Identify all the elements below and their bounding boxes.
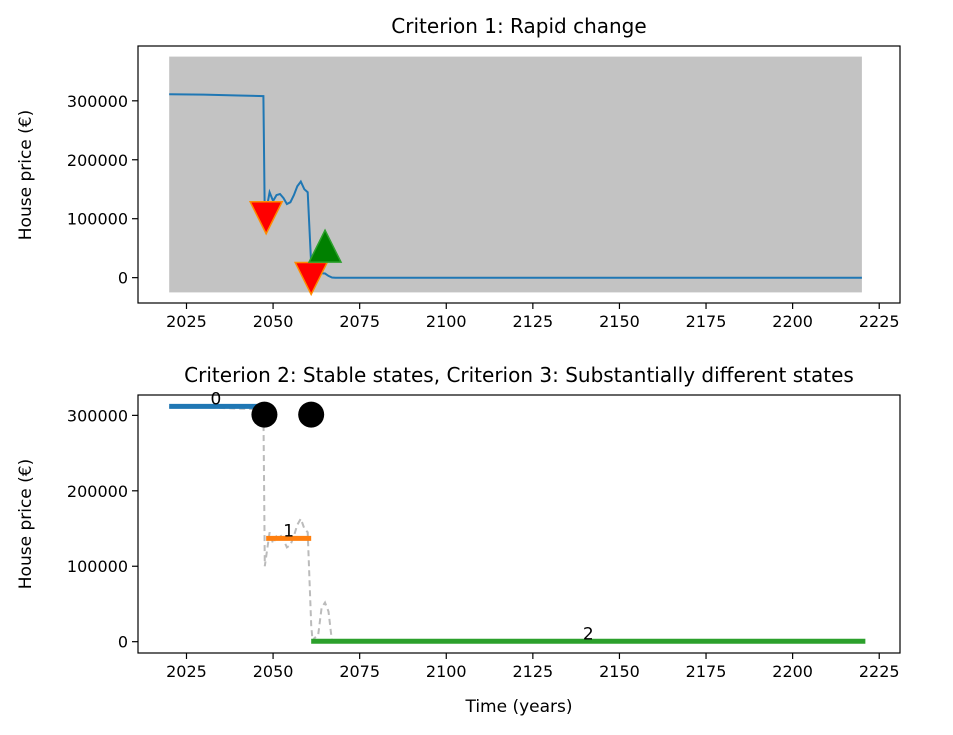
chart-1-x-tick-label: 2225 [859,312,900,331]
chart-2-frame [137,394,901,654]
chart-2-x-tick-label: 2050 [253,662,294,681]
chart-2-marker-circle [298,401,325,428]
chart-1-frame [137,45,901,304]
chart-1-series-line [169,93,862,280]
chart-2-axes: 2025 2050 2075 2100 2125 2150 2175 2200 2225 0 100… [67,406,900,681]
chart-1-x-tick-label: 2100 [426,312,467,331]
chart-2-y-tick-label: 300000 [67,406,128,425]
chart-2-x-tick-label: 2225 [859,662,900,681]
chart-2-segment-label-0: 0 [211,389,222,409]
chart-2-x-axis-label: Time (years) [464,697,572,717]
chart-2-x-tick-label: 2075 [339,662,380,681]
chart-2-segment-label-2: 2 [583,624,594,644]
chart-1-x-tick-label: 2200 [772,312,813,331]
chart-1-y-tick-label: 100000 [67,210,128,229]
chart-2-plot-area: 0 1 2 [169,389,866,644]
chart-2-x-tick-label: 2025 [166,662,207,681]
chart-1-x-tick-label: 2050 [253,312,294,331]
chart-2-title: Criterion 2: Stable states, Criterion 3:… [184,363,854,387]
chart-2-x-tick-label: 2100 [426,662,467,681]
chart-1-axes: 2025 2050 2075 2100 2125 2150 2175 2200 2225 0 100… [67,92,900,331]
chart-1-y-tick-label: 200000 [67,151,128,170]
chart-1-marker-down-triangle [248,201,284,236]
chart-1-marker-up-triangle [307,228,343,263]
chart-2: Criterion 2: Stable states, Criterion 3:… [16,363,901,717]
chart-1-x-tick-label: 2175 [686,312,727,331]
chart-1-title: Criterion 1: Rapid change [391,14,646,38]
chart-1-y-axis-label: House price (€) [16,110,36,240]
chart-1-x-tick-label: 2025 [166,312,207,331]
chart-2-x-tick-label: 2200 [772,662,813,681]
chart-1-y-tick-label: 300000 [67,92,128,111]
chart-1-shaded-region [169,56,862,293]
chart-1-y-tick-label: 0 [118,269,128,288]
chart-1-x-tick-label: 2150 [599,312,640,331]
chart-1-x-tick-label: 2075 [339,312,380,331]
chart-2-x-tick-label: 2125 [512,662,553,681]
chart-2-segment-label-1: 1 [283,521,294,541]
chart-2-x-tick-label: 2175 [686,662,727,681]
chart-1-plot-area [169,56,862,297]
chart-2-y-tick-label: 100000 [67,557,128,576]
chart-1-x-tick-label: 2125 [512,312,553,331]
chart-2-marker-circle [251,401,278,428]
chart-2-y-tick-label: 0 [118,633,128,652]
chart-2-y-axis-label: House price (€) [16,459,36,589]
chart-2-y-tick-label: 200000 [67,482,128,501]
chart-2-x-tick-label: 2150 [599,662,640,681]
chart-1: Criterion 1: Rapid change 2025 2050 2075 21… [16,14,901,331]
